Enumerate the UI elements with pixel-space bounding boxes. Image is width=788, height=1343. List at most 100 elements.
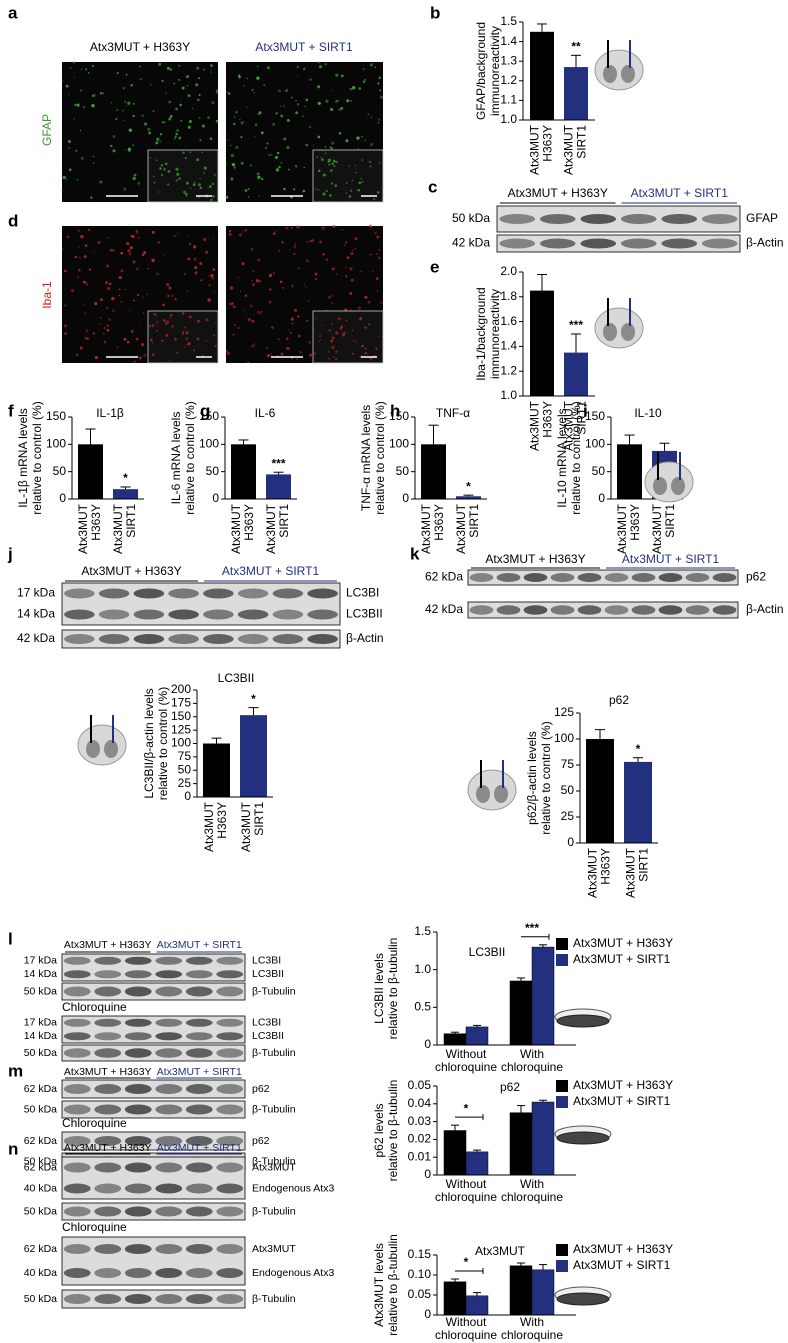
signal-dot (252, 270, 255, 273)
blot-band (63, 1206, 91, 1217)
signal-dot (90, 196, 93, 199)
signal-dot (213, 334, 216, 337)
signal-dot (112, 309, 115, 313)
signal-dot (151, 341, 154, 344)
signal-dot (207, 298, 211, 302)
signal-dot (182, 332, 185, 335)
signal-dot (201, 124, 205, 128)
x-tick-label: chloroquine (435, 1060, 497, 1074)
signal-dot (94, 355, 98, 360)
y-tick-label: 125 (171, 722, 191, 736)
x-tick-label: Atx3MUT (264, 503, 278, 554)
signal-dot (354, 164, 356, 167)
y-tick-label: 0.01 (408, 1149, 432, 1163)
signal-dot (62, 175, 66, 180)
group-label: Atx3MUT + H363Y (508, 186, 608, 200)
blot-band (63, 1018, 91, 1027)
signal-dot (303, 166, 305, 169)
y-axis-label: Atx3MUT levels (372, 1243, 386, 1327)
protein-label: β-Tubulin (252, 1293, 296, 1305)
y-tick-label: 0 (184, 789, 191, 803)
legend-swatch (556, 1260, 568, 1272)
signal-dot (123, 119, 125, 121)
size-marker: 62 kDa (24, 1243, 57, 1255)
signal-dot (108, 318, 111, 321)
signal-dot (274, 155, 279, 160)
blot-band (98, 609, 130, 620)
size-marker: 17 kDa (24, 1017, 57, 1029)
blot-band (469, 573, 494, 582)
signal-dot (80, 235, 84, 239)
signal-dot (100, 298, 103, 302)
signal-dot (350, 189, 353, 192)
signal-dot (79, 346, 83, 350)
signal-dot (241, 262, 245, 266)
blot-band (580, 214, 617, 224)
bar (266, 474, 291, 499)
signal-dot (339, 327, 343, 330)
blot-band (523, 605, 548, 615)
signal-dot (212, 237, 214, 239)
y-tick-label: 150 (585, 409, 605, 423)
legend-label: Atx3MUT + H363Y (573, 1078, 673, 1092)
signal-dot (166, 66, 170, 70)
x-tick-label: Atx3MUT (202, 801, 216, 852)
signal-dot (186, 344, 189, 346)
signal-dot (118, 275, 122, 280)
signal-dot (86, 283, 89, 286)
group-label: Atx3MUT + SIRT1 (157, 939, 242, 951)
signal-dot (354, 247, 356, 250)
signal-dot (331, 346, 335, 349)
blot-band (185, 1244, 213, 1254)
signal-dot (148, 131, 152, 135)
signal-dot (203, 166, 207, 170)
signal-dot (290, 331, 292, 334)
blot-band (701, 238, 738, 249)
blot-band (712, 605, 737, 615)
blot-band (307, 588, 338, 599)
x-tick-label: SIRT1 (637, 848, 651, 882)
signal-dot (127, 249, 131, 253)
signal-dot (92, 155, 95, 158)
protein-label: GFAP (746, 211, 778, 225)
signal-dot (225, 195, 229, 199)
blot-band (620, 214, 657, 224)
signal-dot (139, 322, 141, 324)
blot-band (94, 1294, 122, 1304)
signal-dot (358, 87, 362, 90)
signal-dot (333, 165, 336, 168)
signal-dot (319, 339, 321, 341)
signal-dot (85, 329, 89, 333)
signal-dot (108, 282, 112, 286)
y-axis-label: IL-10 mRNA levels (555, 408, 569, 507)
signal-dot (166, 320, 170, 324)
signal-dot (354, 237, 358, 241)
bar (530, 290, 554, 396)
signal-dot (135, 267, 139, 271)
blot-band (94, 1136, 122, 1146)
x-tick-label: H363Y (628, 504, 642, 541)
y-tick-label: 1.5 (500, 14, 517, 28)
signal-dot (136, 232, 139, 234)
panel-letter: k (410, 544, 420, 563)
signal-dot (238, 74, 241, 77)
signal-dot (270, 353, 273, 356)
signal-dot (187, 93, 191, 98)
signal-dot (351, 249, 354, 252)
signal-dot (190, 187, 192, 189)
signal-dot (350, 252, 354, 256)
signal-dot (250, 247, 254, 251)
signal-dot (330, 147, 333, 150)
signal-dot (120, 300, 123, 303)
signal-dot (239, 290, 242, 293)
signal-dot (175, 132, 178, 136)
panel-letter: j (7, 544, 13, 563)
signal-dot (121, 109, 124, 112)
y-tick-label: 0.10 (408, 1267, 432, 1281)
size-marker: 40 kDa (24, 1267, 57, 1279)
signal-dot (230, 153, 235, 158)
signal-dot (282, 105, 286, 108)
signal-dot (88, 268, 92, 271)
signal-dot (153, 176, 155, 178)
signal-dot (353, 340, 355, 342)
